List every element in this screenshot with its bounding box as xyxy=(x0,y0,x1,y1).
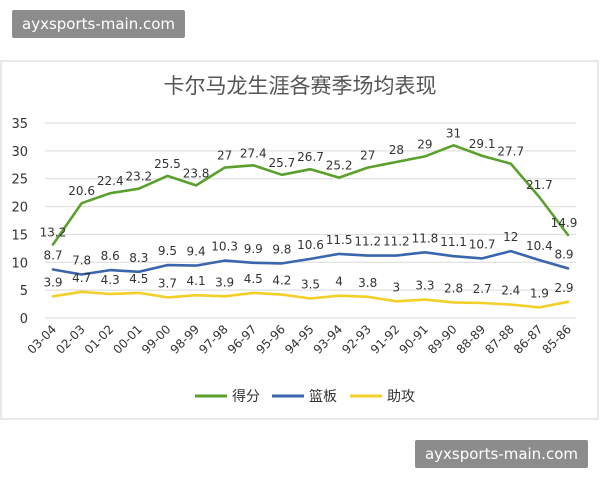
watermark-bottom: ayxsports-main.com xyxy=(414,440,588,468)
data-label: 11.2 xyxy=(383,235,410,249)
data-label: 10.6 xyxy=(297,238,324,252)
data-label: 4.5 xyxy=(129,272,148,286)
data-label: 22.4 xyxy=(97,174,124,188)
data-label: 13.2 xyxy=(40,225,67,239)
data-label: 8.9 xyxy=(554,247,573,261)
y-tick-label: 20 xyxy=(11,201,28,216)
data-label: 29.1 xyxy=(469,137,496,151)
y-tick-label: 5 xyxy=(20,284,28,299)
legend-label: 得分 xyxy=(232,388,260,405)
data-label: 25.5 xyxy=(154,157,181,171)
data-label: 27.7 xyxy=(497,145,524,159)
series-line-2 xyxy=(51,249,570,276)
data-label: 25.7 xyxy=(269,156,296,170)
data-label: 4 xyxy=(335,275,343,289)
data-label: 8.6 xyxy=(101,249,120,263)
data-label: 10.3 xyxy=(211,240,238,254)
data-label: 29 xyxy=(417,137,432,151)
data-label: 9.4 xyxy=(187,245,206,259)
data-label: 4.5 xyxy=(244,272,263,286)
data-label: 21.7 xyxy=(526,178,553,192)
legend-label: 篮板 xyxy=(309,389,337,405)
data-label: 7.8 xyxy=(72,254,91,268)
data-label: 2.4 xyxy=(501,284,520,298)
data-label: 2.9 xyxy=(554,281,573,295)
data-label: 2.8 xyxy=(444,281,463,295)
y-tick-label: 0 xyxy=(20,312,28,327)
data-label: 3.9 xyxy=(43,275,62,289)
data-label: 27 xyxy=(360,149,375,163)
data-label: 12 xyxy=(503,230,518,244)
legend-label: 助攻 xyxy=(387,389,415,405)
data-label: 11.5 xyxy=(326,233,353,247)
data-label: 31 xyxy=(446,126,461,140)
data-label: 27.4 xyxy=(240,146,267,160)
data-label: 11.1 xyxy=(440,235,467,249)
data-label: 10.4 xyxy=(526,239,553,253)
data-label: 4.7 xyxy=(72,271,91,285)
data-label: 23.8 xyxy=(183,166,210,180)
series-line-1 xyxy=(51,144,570,246)
data-label: 9.9 xyxy=(244,242,263,256)
data-label: 11.2 xyxy=(354,235,381,249)
watermark-top: ayxsports-main.com xyxy=(12,10,186,38)
chart-title: 卡尔马龙生涯各赛季场均表现 xyxy=(164,74,437,98)
data-label: 4.3 xyxy=(101,273,120,287)
data-label: 8.7 xyxy=(43,249,62,263)
data-label: 3 xyxy=(393,280,401,294)
data-label: 14.9 xyxy=(551,216,578,230)
data-label: 23.2 xyxy=(125,170,152,184)
data-label: 3.5 xyxy=(301,278,320,292)
data-label: 9.5 xyxy=(158,244,177,258)
y-tick-label: 35 xyxy=(11,117,28,132)
series-line-3 xyxy=(51,290,570,309)
data-label: 26.7 xyxy=(297,150,324,164)
data-label: 27 xyxy=(217,149,232,163)
chart-frame xyxy=(0,60,599,420)
data-label: 3.9 xyxy=(215,275,234,289)
data-label: 1.9 xyxy=(530,286,549,300)
data-label: 11.8 xyxy=(412,231,439,245)
data-label: 4.1 xyxy=(187,274,206,288)
data-label: 3.7 xyxy=(158,276,177,290)
data-label: 2.7 xyxy=(473,282,492,296)
data-label: 9.8 xyxy=(272,242,291,256)
data-label: 25.2 xyxy=(326,159,353,173)
data-label: 20.6 xyxy=(68,184,95,198)
data-label: 3.3 xyxy=(415,279,434,293)
data-label: 4.2 xyxy=(272,274,291,288)
y-tick-label: 30 xyxy=(11,145,28,160)
data-label: 28 xyxy=(389,143,404,157)
y-tick-label: 25 xyxy=(11,173,28,188)
y-tick-label: 10 xyxy=(11,256,28,271)
data-label: 8.3 xyxy=(129,251,148,265)
y-tick-label: 15 xyxy=(11,228,28,243)
data-label: 3.8 xyxy=(358,276,377,290)
data-label: 10.7 xyxy=(469,237,496,251)
